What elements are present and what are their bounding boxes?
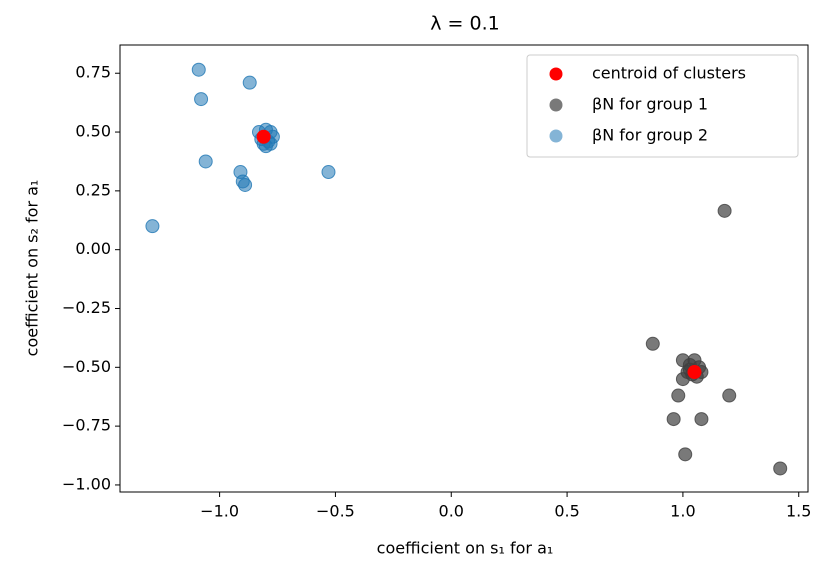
point [717,203,732,218]
point [321,165,336,180]
point [773,461,788,476]
plot-frame [119,44,809,493]
point [238,177,253,192]
y-tick-label: −0.75 [62,416,111,435]
point [191,62,206,77]
y-tick-label: 0.00 [75,239,111,258]
y-tick-label: −1.00 [62,474,111,493]
x-axis-label: coefficient on s₁ for a₁ [377,539,554,558]
y-tick-label: 0.50 [75,122,111,141]
x-tick-label: −0.5 [316,502,355,521]
point [722,388,737,403]
point [145,219,160,234]
point [675,372,690,387]
x-tick-label: −1.0 [200,502,239,521]
y-tick-label: 0.75 [75,63,111,82]
point [694,412,709,427]
legend-marker [549,129,563,143]
chart-title: λ = 0.1 [430,13,499,35]
y-tick-label: −0.25 [62,298,111,317]
legend-label: βN for group 2 [592,126,708,145]
x-tick-label: 1.0 [670,502,695,521]
point [242,75,257,90]
point [256,129,271,144]
point [671,388,686,403]
point [645,336,660,351]
point [666,412,681,427]
point [678,447,693,462]
legend-marker [549,98,563,112]
legend-marker [549,67,563,81]
point [194,92,209,107]
legend-label: βN for group 1 [592,95,708,114]
y-tick-label: 0.25 [75,180,111,199]
point [687,365,702,380]
legend-box [526,54,799,158]
point [198,154,213,169]
legend-label: centroid of clusters [592,64,746,83]
x-tick-label: 0.0 [439,502,464,521]
x-tick-label: 0.5 [554,502,579,521]
y-tick-label: −0.50 [62,357,111,376]
x-tick-label: 1.5 [786,502,811,521]
y-axis-label: coefficient on s₂ for a₁ [23,180,42,357]
